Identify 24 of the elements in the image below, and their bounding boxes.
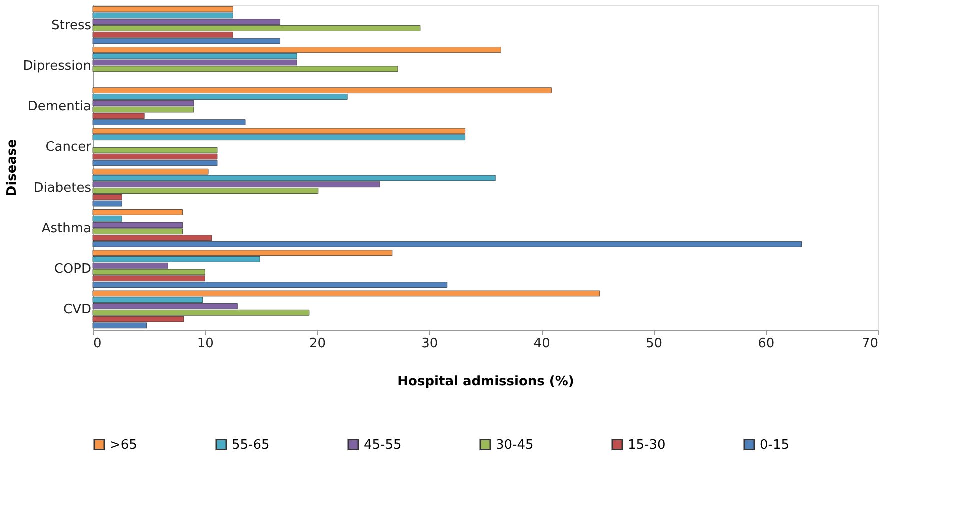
x-tick-label: 60 — [758, 336, 775, 352]
x-tick-label: 20 — [310, 336, 326, 352]
x-tick-label: 70 — [862, 336, 878, 352]
x-tick-label: 30 — [422, 336, 438, 352]
legend-label: 15-30 — [628, 438, 666, 453]
x-tick-label: 50 — [646, 336, 662, 352]
legend-label: 30-45 — [496, 438, 534, 453]
x-axis-title: Hospital admissions (%) — [398, 374, 574, 390]
legend-label: 0-15 — [760, 438, 790, 453]
legend-label: 55-65 — [232, 438, 270, 453]
y-axis-title: Disease — [5, 139, 20, 197]
y-tick-label: Dipression — [23, 58, 92, 74]
legend-label: >65 — [110, 438, 138, 453]
legend-label: 45-55 — [364, 438, 402, 453]
y-tick-label: Cancer — [46, 140, 92, 156]
y-tick-label: COPD — [54, 262, 92, 278]
y-tick-label: CVD — [64, 302, 92, 318]
y-tick-label: Asthma — [42, 221, 92, 236]
x-tick-label: 40 — [534, 336, 550, 352]
y-tick-label: Diabetes — [34, 180, 92, 196]
y-tick-label: Dementia — [28, 100, 92, 115]
x-tick-label: 0 — [94, 336, 102, 352]
x-tick-label: 10 — [197, 336, 214, 352]
y-tick-label: Stress — [52, 18, 92, 34]
